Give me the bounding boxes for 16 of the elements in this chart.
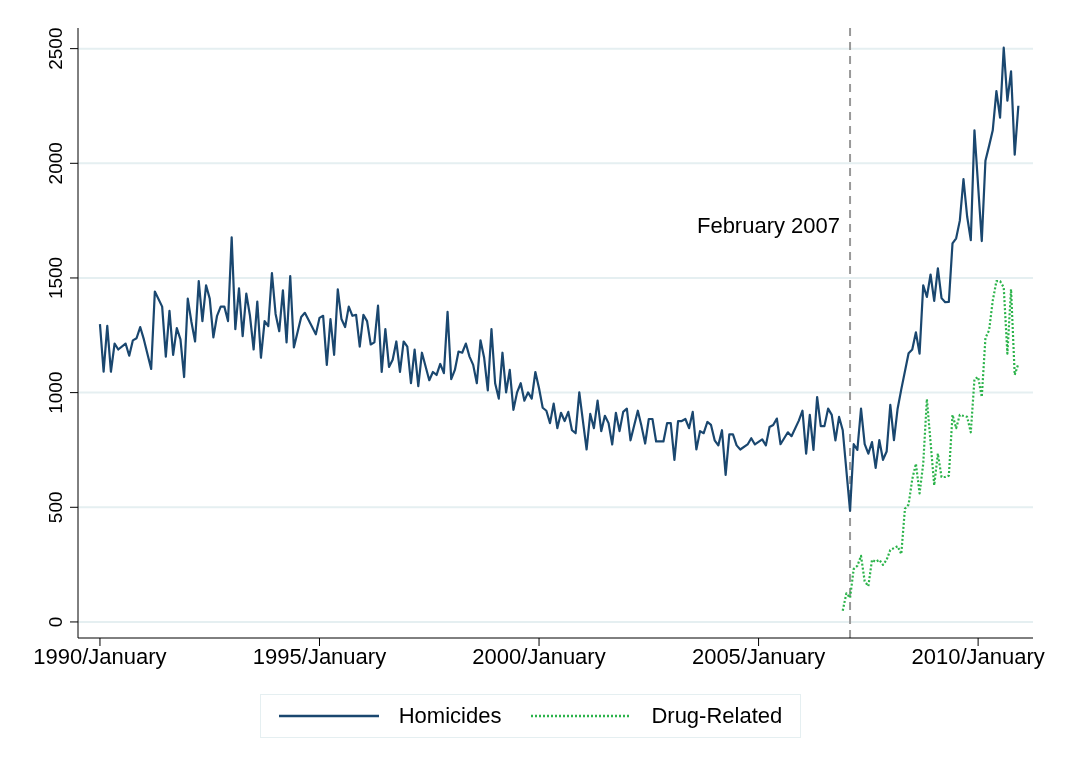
x-tick-label: 2000/January (472, 643, 606, 669)
line-series (841, 280, 1020, 612)
y-tick-label: 1000 (45, 371, 66, 414)
y-tick-label: 500 (45, 491, 66, 524)
ref-line-label: February 2007 (696, 213, 841, 238)
y-tick-label: 2500 (45, 27, 66, 70)
y-tick-label: 0 (45, 616, 66, 628)
line-series (98, 46, 1020, 512)
x-tick-label: 1995/January (252, 643, 387, 669)
x-tick-label: 2010/January (911, 643, 1045, 669)
y-tick-label: 2000 (45, 142, 66, 185)
x-tick-label: 2005/January (691, 643, 826, 669)
legend-label: Drug-Related (651, 703, 783, 729)
legend-label: Homicides (398, 703, 502, 729)
x-tick-label: 1990/January (33, 643, 167, 669)
y-tick-label: 1500 (45, 256, 66, 300)
